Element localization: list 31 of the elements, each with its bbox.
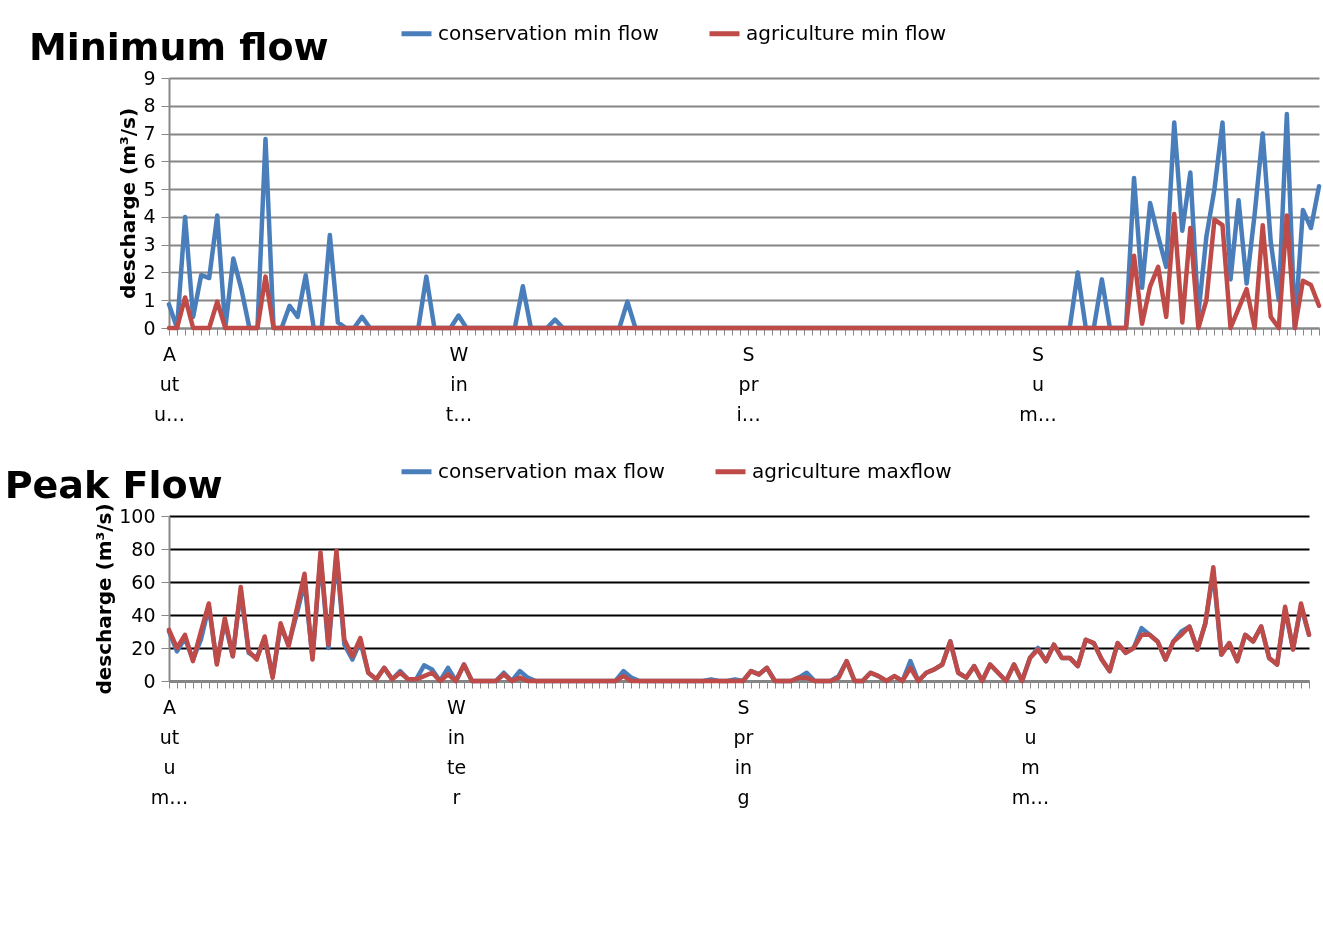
y-tick-label: 60 xyxy=(131,570,156,593)
y-tick-label: 40 xyxy=(131,603,156,626)
x-tick-label: A ut u… xyxy=(153,342,186,425)
y-tick-label: 6 xyxy=(143,149,156,172)
y-tick-label: 0 xyxy=(143,669,156,692)
x-tick-label: S u m m… xyxy=(1011,695,1050,808)
y-tick-label: 5 xyxy=(143,177,156,200)
y-tick-label: 100 xyxy=(119,504,156,527)
x-tick-label: S pr i… xyxy=(736,342,761,425)
legend-label: conservation max flow xyxy=(438,458,665,483)
legend-label: conservation min flow xyxy=(438,20,659,45)
y-tick-label: 0 xyxy=(143,316,156,339)
y-tick-label: 80 xyxy=(131,537,156,560)
y-tick-label: 2 xyxy=(143,260,156,283)
y-tick-label: 7 xyxy=(143,122,156,145)
y-axis-title: descharge (m³/s) xyxy=(92,503,117,695)
y-tick-label: 9 xyxy=(143,66,156,89)
x-tick-label: W in t… xyxy=(445,342,473,425)
y-tick-label: 4 xyxy=(143,205,156,228)
y-tick-label: 1 xyxy=(143,288,156,311)
x-tick-label: S pr in g xyxy=(733,695,754,808)
y-tick-label: 20 xyxy=(131,636,156,659)
x-tick-label: A ut u m… xyxy=(150,695,189,808)
y-tick-label: 3 xyxy=(143,233,156,256)
x-tick-label: W in te r xyxy=(446,695,467,808)
y-axis-title: descharge (m³/s) xyxy=(116,107,141,300)
legend-label: agriculture maxflow xyxy=(752,458,952,483)
legend-label: agriculture min flow xyxy=(746,20,947,45)
x-tick-label: S u m… xyxy=(1019,342,1057,425)
y-tick-label: 8 xyxy=(143,94,156,117)
chart-title: Minimum flow xyxy=(28,25,329,69)
